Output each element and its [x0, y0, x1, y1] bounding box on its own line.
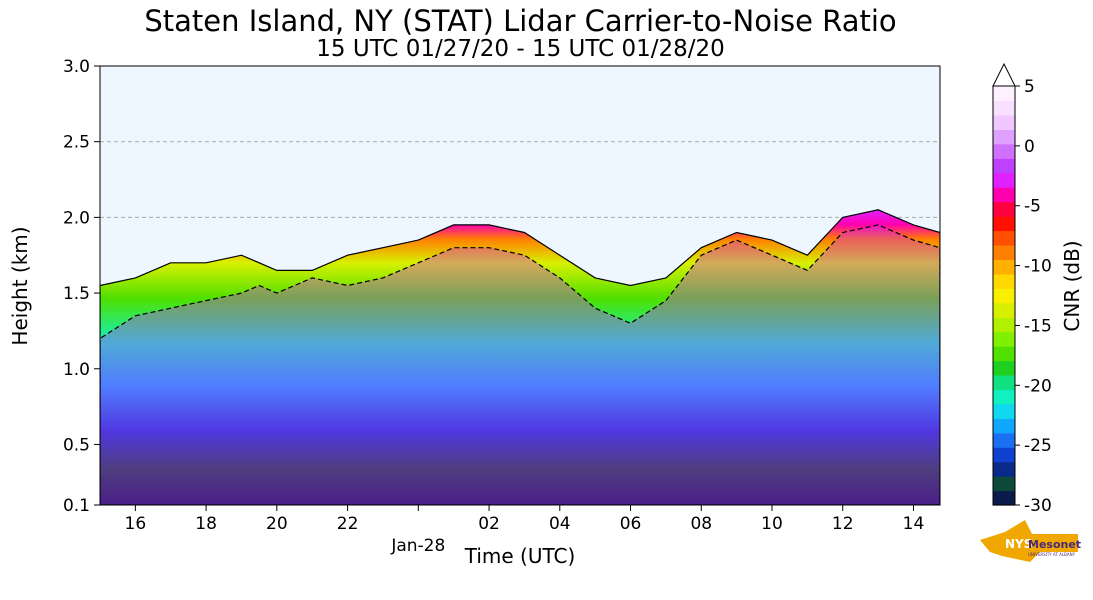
colorbar-frame [992, 85, 1016, 506]
logo-name: Mesonet [1028, 538, 1081, 551]
x-axis: 16 18 20 22 Jan-28 02 04 06 08 10 12 14 [125, 505, 925, 556]
colorbar-swatch [993, 273, 1015, 289]
colorbar-swatch [993, 461, 1015, 477]
colorbar-swatch [993, 331, 1015, 347]
chart-subtitle: 15 UTC 01/27/20 - 15 UTC 01/28/20 [316, 36, 725, 62]
colorbar-swatch [993, 158, 1015, 174]
nys-mesonet-logo: NYS Mesonet UNIVERSITY AT ALBANY [980, 520, 1081, 562]
x-axis-label: Time (UTC) [464, 544, 576, 568]
colorbar-swatch [993, 302, 1015, 318]
colorbar-tick-label: -25 [1024, 436, 1052, 456]
x-tick-label: 10 [761, 514, 783, 534]
cnr-layer-elevated-peak [100, 224, 940, 505]
y-tick-label: 1.0 [63, 360, 90, 380]
colorbar-swatch [993, 476, 1015, 492]
colorbar-tick-label: -30 [1024, 496, 1052, 516]
y-tick-label: 0.1 [63, 496, 90, 516]
colorbar-swatch [993, 172, 1015, 188]
colorbar-swatch [993, 447, 1015, 463]
x-tick-label: 04 [549, 514, 571, 534]
y-tick-label: 0.5 [63, 435, 90, 455]
colorbar-swatch [993, 129, 1015, 145]
colorbar-swatch [993, 187, 1015, 203]
colorbar-swatch [993, 418, 1015, 434]
colorbar-tick-label: -20 [1024, 376, 1052, 396]
colorbar-tick-label: 5 [1024, 77, 1035, 97]
x-tick-label: 16 [125, 514, 147, 534]
colorbar-label: CNR (dB) [1060, 240, 1084, 331]
logo-text: NYS [1005, 537, 1032, 551]
colorbar-swatch [993, 86, 1015, 102]
x-tick-label: 22 [337, 514, 359, 534]
colorbar-tick-label: -15 [1024, 316, 1052, 336]
colorbar-tick-label: -5 [1024, 197, 1041, 217]
colorbar-extend-arrow [992, 62, 1016, 87]
colorbar-swatch [993, 201, 1015, 217]
chart-title: Staten Island, NY (STAT) Lidar Carrier-t… [144, 4, 897, 38]
x-tick-label: 12 [832, 514, 854, 534]
colorbar-swatch [993, 360, 1015, 376]
x-tick-label: 06 [620, 514, 642, 534]
y-axis: 0.1 0.5 1.0 1.5 2.0 2.5 3.0 [63, 57, 100, 516]
cnr-layers [100, 209, 940, 505]
cnr-layer-aerosol-layer [100, 209, 940, 505]
colorbar-swatch [993, 389, 1015, 405]
x-tick-label: 08 [690, 514, 712, 534]
colorbar-swatch [993, 230, 1015, 246]
y-tick-label: 1.5 [63, 284, 90, 304]
colorbar-swatch [993, 143, 1015, 159]
colorbar-swatch [993, 288, 1015, 304]
colorbar-tick-label: -10 [1024, 257, 1052, 277]
plot-frame [99, 65, 941, 506]
colorbar-swatch [993, 432, 1015, 448]
colorbar-swatch [993, 114, 1015, 130]
x-tick-label: 18 [195, 514, 217, 534]
colorbar: 5 0 -5 -10 -15 -20 -25 -30 [992, 62, 1052, 516]
y-tick-label: 3.0 [63, 57, 90, 77]
y-tick-label: 2.5 [63, 133, 90, 153]
colorbar-swatch [993, 403, 1015, 419]
colorbar-swatch [993, 374, 1015, 391]
x-tick-label: 14 [903, 514, 925, 534]
x-tick-label: 02 [478, 514, 500, 534]
new-york-state-shape-icon [980, 520, 1078, 562]
y-axis-label: Height (km) [8, 226, 32, 345]
colorbar-tick-label: 0 [1024, 137, 1035, 157]
colorbar-swatch [993, 317, 1015, 333]
colorbar-swatch [993, 100, 1015, 116]
colorbar-swatch [993, 346, 1015, 362]
colorbar-swatch [993, 216, 1015, 232]
colorbar-swatch [993, 490, 1015, 506]
y-tick-label: 2.0 [63, 208, 90, 228]
colorbar-swatch [993, 244, 1015, 260]
x-tick-label: Jan-28 [390, 536, 445, 556]
colorbar-swatch [993, 259, 1015, 275]
x-tick-label: 20 [266, 514, 288, 534]
logo-sub: UNIVERSITY AT ALBANY [1028, 552, 1076, 557]
